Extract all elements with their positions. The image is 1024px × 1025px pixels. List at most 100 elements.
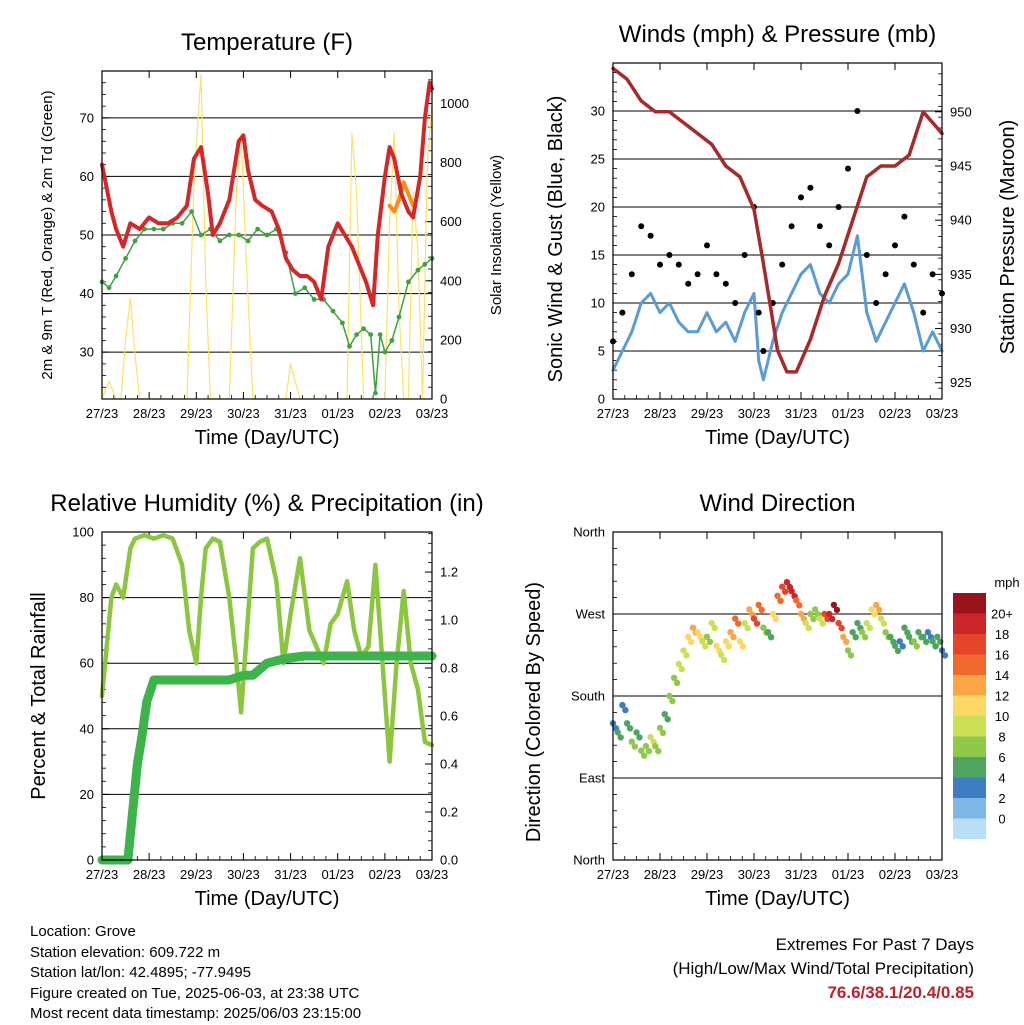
- series-gust-point: [647, 232, 654, 239]
- x-axis-label: Time (Day/UTC): [195, 427, 340, 449]
- series-gust-point: [835, 204, 842, 210]
- series-gust-point: [882, 271, 889, 278]
- direction-point: [882, 629, 889, 636]
- direction-point: [735, 620, 742, 627]
- direction-point: [877, 615, 885, 622]
- y-tick-label: 100: [72, 525, 94, 540]
- series-dewpoint-point: [354, 332, 359, 337]
- direction-point: [835, 619, 842, 627]
- direction-point: [941, 652, 949, 659]
- direction-point: [783, 578, 791, 586]
- direction-point: [706, 638, 714, 645]
- y-tick-label: 40: [80, 286, 94, 301]
- direction-point: [636, 734, 643, 741]
- x-tick-label: 28/23: [644, 867, 677, 882]
- series-gust-point: [798, 194, 804, 201]
- direction-point: [901, 624, 908, 631]
- direction-point: [711, 624, 718, 632]
- y-right-tick-label: 0: [440, 392, 447, 407]
- series-gust-point: [910, 261, 917, 268]
- plot-frame: [101, 70, 433, 400]
- legend-swatch: [953, 777, 986, 798]
- series-dewpoint-point: [415, 267, 421, 273]
- series-dewpoint-point: [198, 232, 204, 238]
- y-axis-label: Percent & Total Rainfall: [28, 592, 50, 800]
- x-axis-label: Time (Day/UTC): [195, 888, 340, 910]
- direction-point: [894, 647, 902, 655]
- series-dewpoint-point: [255, 226, 260, 232]
- direction-point: [645, 747, 653, 755]
- direction-point: [810, 615, 817, 623]
- direction-point: [717, 651, 725, 659]
- series-dewpoint-point: [245, 238, 251, 244]
- x-axis-label: Time (Day/UTC): [705, 427, 850, 449]
- direction-point: [744, 624, 751, 632]
- direction-point: [755, 601, 762, 609]
- y-right-tick-label: 0.0: [440, 853, 458, 868]
- direction-point: [652, 742, 659, 750]
- direction-point: [871, 611, 878, 618]
- legend-label: 10: [995, 709, 1009, 724]
- x-tick-label: 28/23: [133, 406, 166, 421]
- direction-point: [793, 597, 800, 604]
- direction-point: [725, 643, 732, 650]
- series-gust-point: [854, 108, 861, 114]
- plot-frame: [612, 62, 943, 400]
- extremes-heading: Extremes For Past 7 Days: [775, 935, 974, 954]
- direction-point: [873, 601, 880, 609]
- series-dewpoint-point: [106, 285, 112, 291]
- y-right-tick-label: 0.6: [440, 709, 458, 724]
- series-dewpoint-line: [101, 210, 433, 394]
- direction-point: [819, 620, 826, 627]
- series-dewpoint-point: [347, 343, 352, 349]
- series-gust-point: [755, 309, 762, 316]
- x-axis-label: Time (Day/UTC): [705, 888, 850, 910]
- x-tick-label: 01/23: [832, 867, 865, 882]
- panel-3: 0 20 40 60 80 100 27/23 28/23 29/23 30/23 31/23 01/…: [28, 490, 484, 910]
- legend-label: 12: [995, 689, 1009, 704]
- series-dewpoint-point: [330, 308, 336, 314]
- series-dewpoint-point: [382, 349, 388, 355]
- direction-point: [730, 634, 737, 641]
- y-tick-label: North: [573, 853, 605, 868]
- extremes-subheading: (High/Low/Max Wind/Total Precipitation): [672, 959, 974, 978]
- direction-point: [656, 724, 664, 732]
- direction-point: [631, 743, 638, 750]
- legend-label: 6: [998, 750, 1005, 765]
- direction-point: [702, 643, 709, 650]
- y-right-tick-label: 0.4: [440, 757, 458, 772]
- x-tick-label: 01/23: [832, 406, 865, 421]
- series-dewpoint-point: [311, 297, 317, 302]
- direction-point: [753, 620, 761, 627]
- x-tick-label: 30/23: [738, 867, 771, 882]
- direction-point: [741, 619, 748, 627]
- direction-point: [727, 629, 734, 636]
- series-dewpoint-point: [373, 390, 378, 396]
- direction-point: [880, 620, 888, 627]
- y-axis-label-right: Station Pressure (Maroon): [997, 120, 1019, 355]
- legend-swatch: [953, 798, 986, 819]
- series-dewpoint-point: [217, 238, 223, 244]
- legend-label: 8: [998, 730, 1005, 745]
- direction-point: [833, 606, 841, 614]
- y-tick-label: 20: [591, 200, 605, 215]
- direction-point: [797, 610, 805, 618]
- direction-point: [694, 629, 701, 636]
- series-total-precipitation: [97, 651, 437, 865]
- direction-point: [633, 729, 640, 736]
- direction-point: [736, 638, 744, 645]
- x-tick-label: 28/23: [644, 406, 677, 421]
- series-gust-point: [901, 213, 908, 220]
- y-right-tick-label: 940: [950, 213, 972, 228]
- direction-point: [638, 747, 645, 754]
- direction-point: [876, 606, 883, 614]
- y-tick-label: 25: [591, 152, 605, 167]
- series-dewpoint-point: [368, 332, 374, 337]
- legend-title: mph: [994, 575, 1019, 590]
- x-tick-label: 31/23: [274, 867, 307, 882]
- series-gust-point: [694, 271, 701, 278]
- x-tick-label: 03/23: [926, 867, 959, 882]
- direction-point: [796, 602, 803, 609]
- direction-point: [932, 643, 939, 650]
- series-gust-point: [892, 242, 898, 249]
